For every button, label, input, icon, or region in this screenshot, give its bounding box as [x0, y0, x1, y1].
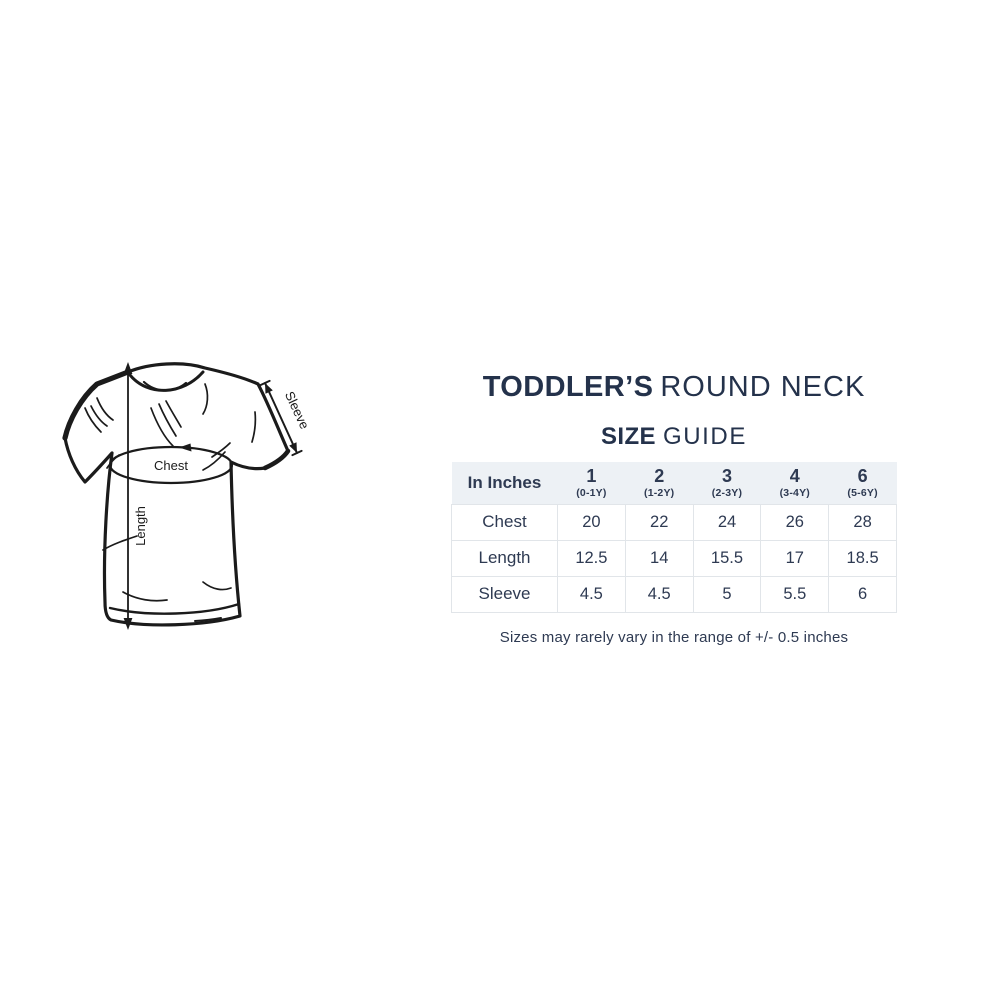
chest-measure-ellipse: [108, 445, 234, 485]
sleeve-measure-line: [264, 382, 298, 454]
size-value-cell: 6: [828, 575, 897, 613]
table-row-chest: Chest 20 22 24 26 28: [451, 503, 897, 541]
size-value-cell: 12.5: [557, 539, 626, 577]
size-number: 1: [586, 466, 597, 487]
size-table-header-row: In Inches 1 (0-1Y) 2 (1-2Y) 3 (2-3Y) 4 (…: [451, 462, 897, 505]
size-value-cell: 22: [624, 503, 694, 541]
row-label: Length: [451, 539, 558, 577]
size-number: 4: [789, 466, 800, 487]
row-label: Chest: [451, 503, 558, 541]
size-column-header: 1 (0-1Y): [557, 462, 626, 505]
length-arrowhead-top: [123, 362, 133, 374]
table-row-sleeve: Sleeve 4.5 4.5 5 5.5 6: [451, 575, 897, 613]
page-title-secondary: ROUND NECK: [660, 371, 866, 403]
size-value-cell: 4.5: [624, 575, 694, 613]
size-value-cell: 15.5: [692, 539, 762, 577]
age-range: (5-6Y): [847, 486, 878, 499]
size-number: 2: [654, 466, 665, 487]
sleeve-arrowhead-bottom: [289, 442, 297, 453]
tshirt-outline: [63, 362, 290, 627]
row-label: Sleeve: [451, 575, 558, 613]
length-label: Length: [133, 506, 148, 546]
chest-label: Chest: [154, 458, 188, 473]
size-value-cell: 20: [557, 503, 626, 541]
hem-band-line: [108, 602, 241, 615]
page-subtitle-primary: SIZE: [601, 422, 656, 450]
size-value-cell: 26: [760, 503, 830, 541]
age-range: (1-2Y): [644, 486, 675, 499]
arrowheads: [123, 362, 297, 630]
size-column-header: 3 (2-3Y): [693, 462, 761, 505]
tshirt-drawing: Chest Length Sleeve: [62, 362, 312, 630]
size-column-header: 6 (5-6Y): [828, 462, 897, 505]
hem-dash: [194, 617, 222, 622]
variance-note: Sizes may rarely vary in the range of +/…: [499, 628, 849, 646]
size-number: 6: [857, 466, 868, 487]
sleeve-arrowhead-top: [265, 383, 273, 394]
size-value-cell: 5.5: [760, 575, 830, 613]
size-value-cell: 24: [692, 503, 762, 541]
size-table: In Inches 1 (0-1Y) 2 (1-2Y) 3 (2-3Y) 4 (…: [451, 462, 897, 613]
size-number: 3: [721, 466, 732, 487]
shoulder-accent: [62, 369, 131, 441]
chest-arrowhead: [179, 443, 192, 452]
age-range: (0-1Y): [576, 486, 607, 499]
size-guide-panel: TODDLER’S ROUND NECK SIZE GUIDE In Inches …: [440, 371, 908, 646]
page-title-primary: TODDLER’S: [482, 371, 654, 403]
size-value-cell: 4.5: [557, 575, 626, 613]
wrinkle-lines: [84, 383, 257, 602]
page-subtitle: SIZE GUIDE: [440, 422, 908, 450]
size-value-cell: 14: [624, 539, 694, 577]
unit-header-cell: In Inches: [451, 462, 558, 505]
cuff-accent: [262, 448, 291, 471]
size-value-cell: 28: [828, 503, 897, 541]
size-column-header: 2 (1-2Y): [625, 462, 694, 505]
size-value-cell: 17: [760, 539, 830, 577]
collar-inner-line: [142, 380, 188, 392]
age-range: (3-4Y): [779, 486, 810, 499]
page-title: TODDLER’S ROUND NECK: [440, 371, 908, 404]
length-arrowhead-bottom: [123, 618, 133, 630]
age-range: (2-3Y): [711, 486, 743, 499]
size-column-header: 4 (3-4Y): [760, 462, 829, 505]
table-row-length: Length 12.5 14 15.5 17 18.5: [451, 539, 897, 577]
size-value-cell: 5: [692, 575, 762, 613]
tshirt-measurement-diagram: Chest Length Sleeve: [55, 350, 315, 650]
page-subtitle-secondary: GUIDE: [662, 422, 747, 450]
size-value-cell: 18.5: [828, 539, 897, 577]
sleeve-label: Sleeve: [282, 389, 312, 431]
